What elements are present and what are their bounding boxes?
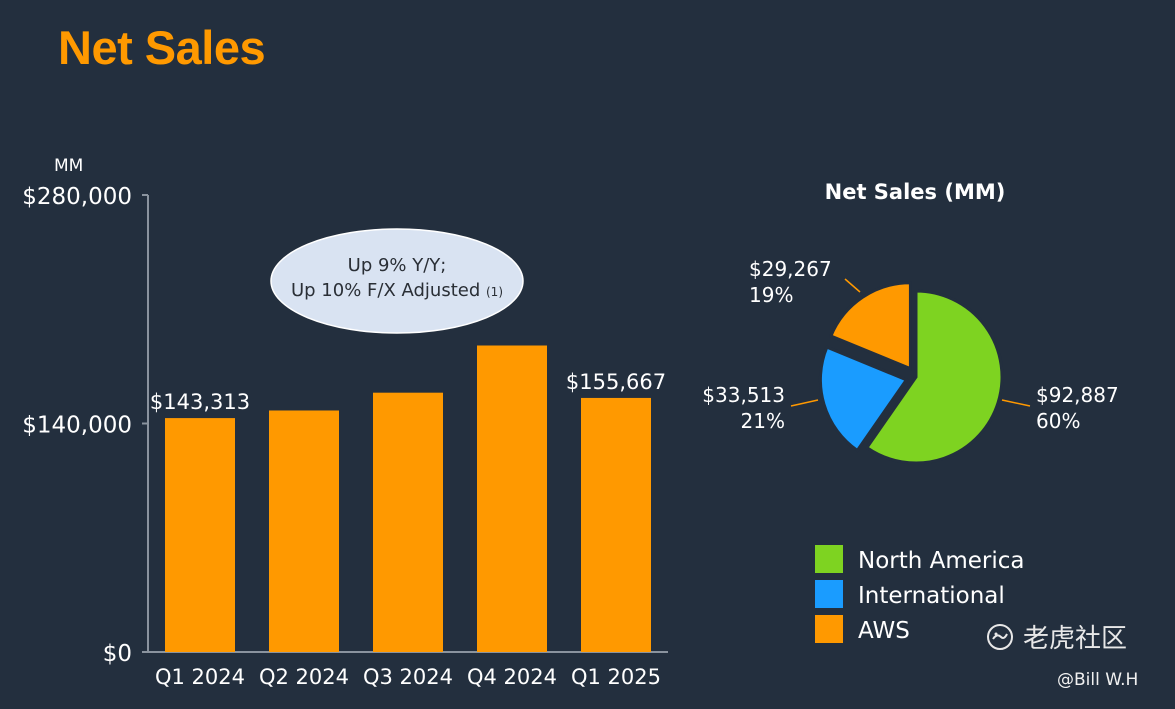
bar-3 [373,392,443,652]
pie-percent-label: 21% [741,409,785,433]
y-unit-label: MM [54,156,83,176]
pie-value-label: $92,887 [1036,383,1119,407]
pie-slice-north-america [864,289,1004,465]
bar-data-label: $155,667 [566,370,666,394]
y-tick-label: $0 [103,641,132,667]
callout-line-1: Up 9% Y/Y; [348,255,447,276]
pie-leader-line [844,278,861,293]
y-tick-label: $140,000 [22,413,132,439]
pie-leader-line [790,399,819,407]
bar-1 [165,418,235,652]
legend-swatch [815,545,843,573]
legend-swatch [815,580,843,608]
bar-5 [581,397,651,652]
y-tick-label: $280,000 [22,184,132,210]
pie-value-label: $33,513 [702,383,785,407]
tiger-logo-icon [987,623,1013,650]
author-credit: @Bill W.H [1057,670,1139,690]
pie-percent-label: 19% [749,283,793,307]
x-tick-label: Q3 2024 [363,665,453,689]
bar-data-label: $143,313 [150,390,250,414]
watermark: 老虎社区 [985,618,1127,655]
watermark-text: 老虎社区 [1023,624,1128,654]
callout-line-2: Up 10% F/X Adjusted (1) [291,280,503,301]
pie-title: Net Sales (MM) [825,180,1006,204]
callout-bubble [270,228,524,334]
legend-label: AWS [858,618,910,644]
legend-label: North America [858,548,1025,574]
bar-2 [269,410,339,652]
pie-slice-aws [828,281,912,371]
slide-title: Net Sales [58,21,266,74]
x-tick-label: Q1 2025 [571,665,661,689]
pie-value-label: $29,267 [749,257,832,281]
x-tick-label: Q4 2024 [467,665,557,689]
pie-percent-label: 60% [1036,409,1080,433]
legend-label: International [858,583,1005,609]
legend-swatch [815,615,843,643]
x-tick-label: Q1 2024 [155,665,245,689]
pie-leader-line [1001,399,1031,407]
x-tick-label: Q2 2024 [259,665,349,689]
pie-slice-international [818,345,909,453]
bar-4 [477,345,547,652]
